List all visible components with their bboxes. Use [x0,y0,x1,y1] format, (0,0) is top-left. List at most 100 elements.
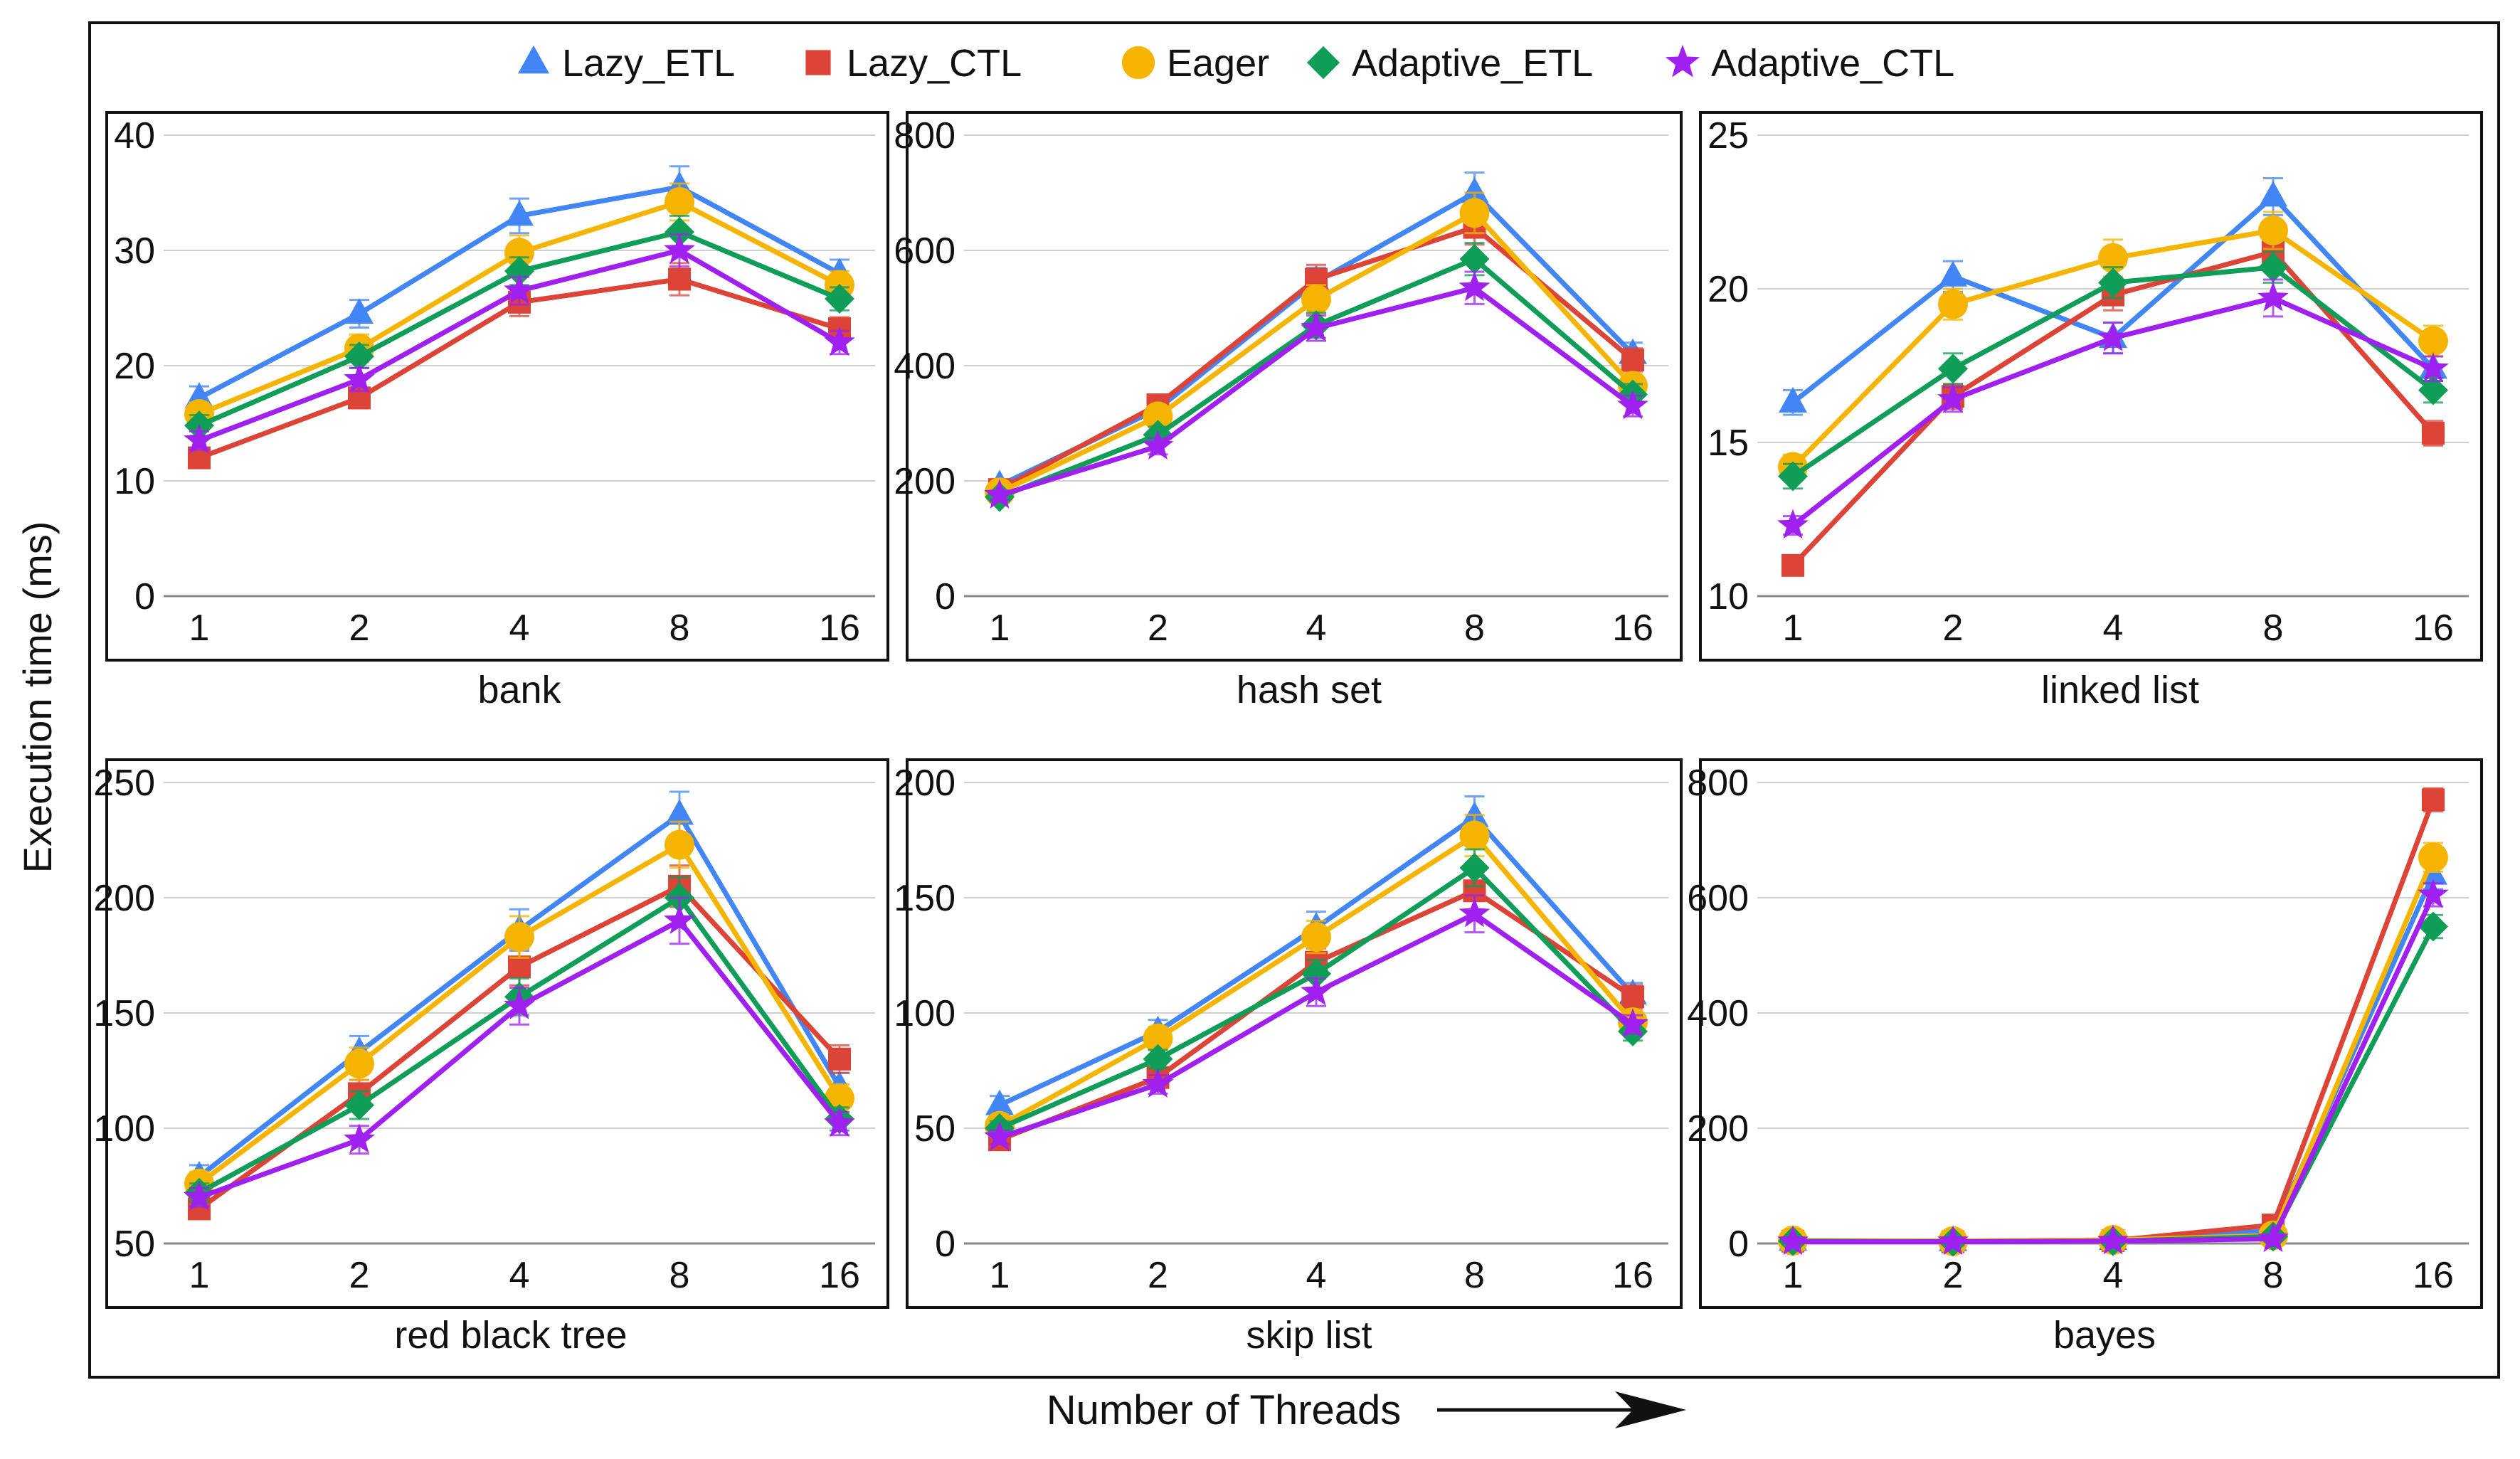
data-point [344,1049,374,1079]
data-point [1143,1023,1173,1054]
data-point [2258,252,2288,282]
chart-panel-bayes: 0 200 400 600 800 1 2 4 8 16 bayes [1687,758,2483,1357]
data-point [824,1107,855,1137]
data-point [2097,1224,2129,1255]
data-point [2418,326,2448,356]
data-point [1938,289,1968,319]
series-adaptive-ctl [184,233,855,454]
y-tick-label: 100 [93,1108,155,1150]
y-tick-label: 30 [114,230,155,272]
y-tick-label: 150 [894,878,955,919]
series-lazy-ctl [1782,787,2445,1253]
data-point [1458,897,1491,928]
data-point [2098,267,2128,298]
data-point [184,424,215,454]
y-tick-label: 200 [894,461,955,502]
x-tick-label: 2 [1943,1255,1964,1296]
data-point [1621,348,1644,371]
y-tick-label: 200 [1687,1108,1749,1150]
chart-panel-red-black-tree: 50 100 150 200 250 1 2 4 8 16 red black tree [93,758,889,1357]
panel-frame [105,758,889,1309]
x-tick-label: 16 [2413,608,2454,649]
x-tick-label: 2 [1148,1255,1168,1296]
x-tick-label: 8 [669,608,690,649]
data-point [1458,271,1491,302]
y-tick-label: 800 [1687,763,1749,804]
x-tick-label: 8 [1464,608,1485,649]
data-point [1142,1068,1174,1098]
data-point [1937,383,1969,413]
y-tick-label: 200 [894,763,955,804]
x-tick-label: 2 [349,608,370,649]
figure-outer-frame [88,21,2500,1379]
series-adaptive-ctl [984,270,1648,509]
data-point [1301,922,1331,953]
data-point [1938,354,1968,384]
y-tick-label: 0 [935,576,955,617]
x-tick-label: 4 [509,1255,530,1296]
y-tick-label: 20 [1708,269,1749,310]
panel-title: linked list [2041,669,2199,711]
series-eager [1778,211,2448,482]
data-point [504,238,534,268]
series-adaptive-ctl [184,896,855,1211]
data-point [2259,181,2287,207]
data-point [665,829,694,860]
panel-frame [105,111,889,662]
x-tick-label: 8 [669,1255,690,1296]
x-tick-label: 8 [2263,1255,2284,1296]
chart-panel-bank: 0 10 20 30 40 1 2 4 8 16 bank [105,111,889,711]
data-point [2422,788,2445,812]
series-eager [1778,842,2448,1256]
y-tick-label: 20 [114,346,155,387]
x-tick-label: 1 [1783,608,1804,649]
data-point [1143,1044,1173,1074]
y-tick-label: 50 [114,1224,155,1265]
x-tick-label: 1 [990,1255,1010,1296]
data-point [1617,389,1648,420]
x-tick-label: 8 [2263,608,2284,649]
panel-frame [906,111,1683,662]
y-tick-label: 10 [114,461,155,502]
legend-label: Adaptive_CTL [1711,42,1954,85]
legend-marker-adaptive-ctl [1665,44,1700,78]
data-point [505,200,534,226]
y-tick-label: 25 [1708,115,1749,156]
legend-label: Lazy_ETL [562,42,735,85]
data-point [2258,215,2288,245]
legend-label: Adaptive_ETL [1352,42,1593,85]
data-point [2418,352,2449,382]
data-point [344,1123,375,1153]
x-tick-label: 1 [990,608,1010,649]
data-point [1777,1225,1809,1256]
y-tick-label: 10 [1708,576,1749,617]
data-point [985,1089,1014,1115]
y-tick-label: 15 [1708,423,1749,464]
legend-item-adaptive-ctl: Adaptive_CTL [1665,42,1954,85]
legend-item-lazy-ctl: Lazy_CTL [805,42,1022,85]
y-axis-label: Execution time (ms) [15,521,60,874]
y-tick-label: 600 [894,230,955,272]
x-tick-label: 8 [1464,1255,1485,1296]
x-tick-label: 4 [2103,608,2124,649]
data-point [508,955,531,979]
panel-title: skip list [1246,1314,1372,1357]
arrow-right-icon [1437,1391,1686,1428]
series-eager [184,820,854,1199]
legend-item-lazy-etl: Lazy_ETL [518,42,735,85]
data-point [1778,461,1808,492]
data-point [1937,1225,1969,1256]
x-tick-label: 4 [509,608,530,649]
x-tick-label: 2 [1148,608,1168,649]
x-tick-label: 1 [189,608,210,649]
y-tick-label: 0 [935,1224,955,1265]
x-tick-label: 16 [819,608,860,649]
series-line [1792,799,2436,1245]
data-point [345,298,374,324]
data-point [828,1047,851,1071]
series-lazy-ctl [988,208,1644,502]
legend: Lazy_ETL Lazy_CTL Eager Adaptive_ETL Adaptiv… [518,42,1954,85]
